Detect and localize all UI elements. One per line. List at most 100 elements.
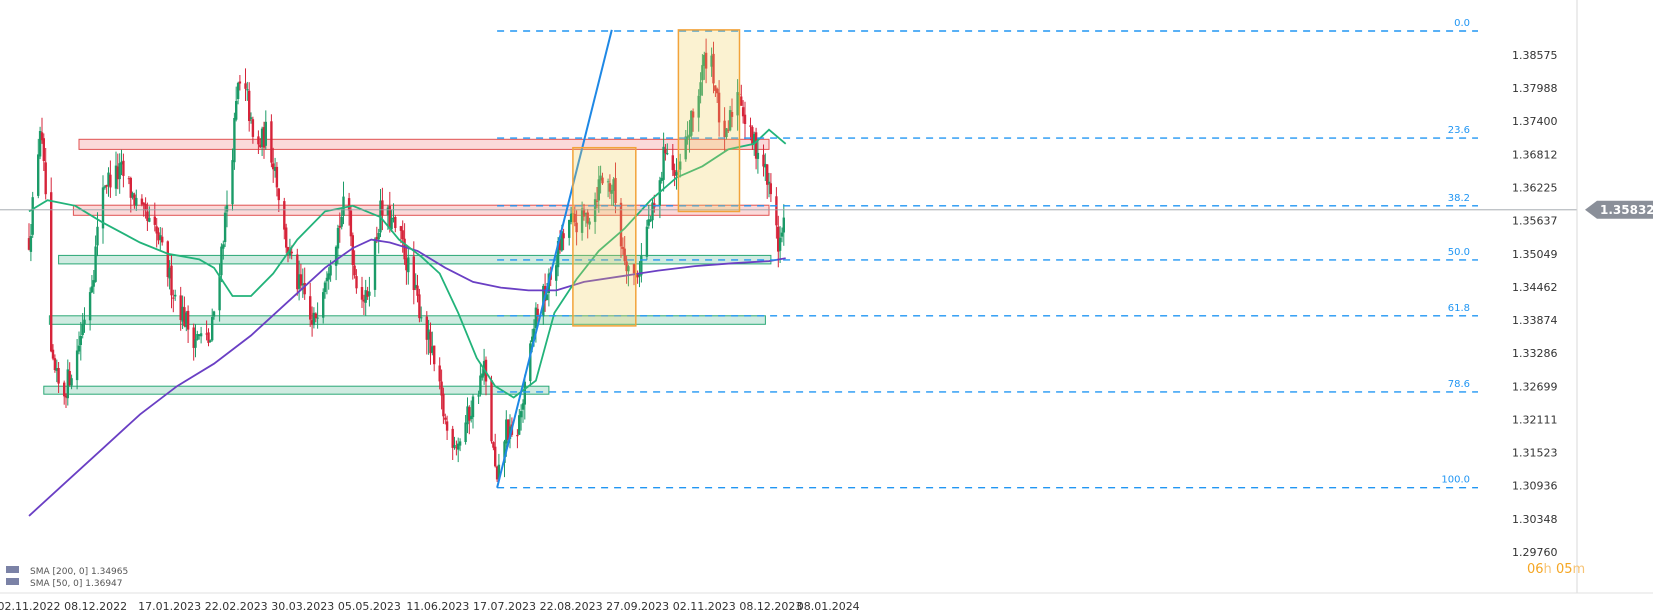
candle [325, 271, 329, 295]
y-tick-label-12: 1.31523 [1512, 447, 1558, 460]
candle [120, 149, 123, 176]
candle [118, 153, 121, 194]
candle [322, 288, 325, 324]
candle [451, 425, 454, 460]
candle [741, 100, 745, 124]
candle [364, 279, 367, 316]
candle [181, 295, 184, 329]
candle [703, 51, 706, 80]
candle [727, 120, 730, 133]
candle [688, 119, 691, 153]
candle [519, 404, 523, 431]
candle [340, 207, 343, 230]
candle [77, 331, 81, 355]
zone-support-4 [43, 385, 550, 395]
candle [664, 144, 667, 161]
highlight-box-1 [677, 29, 741, 213]
y-tick-label-9: 1.33286 [1512, 347, 1558, 360]
zone-resistance-0 [78, 138, 770, 150]
bar-countdown: 06h 05m [1527, 562, 1585, 577]
candle [679, 153, 682, 178]
candle [257, 130, 260, 154]
countdown-minutes: 05 [1556, 562, 1573, 577]
fib-label-0: 0.0 [1454, 18, 1470, 29]
candle [671, 144, 674, 177]
candle [225, 190, 229, 228]
candle [740, 84, 743, 106]
candle [764, 153, 767, 181]
candle [301, 268, 304, 298]
candle [597, 166, 600, 213]
candle [220, 243, 223, 283]
candle [455, 440, 458, 456]
candle [619, 198, 623, 258]
candle [312, 307, 316, 329]
candle [580, 201, 584, 241]
candle [186, 305, 190, 343]
y-tick-label-0: 1.38575 [1512, 49, 1558, 62]
candle [105, 184, 108, 194]
y-tick-label-14: 1.30348 [1512, 513, 1558, 526]
countdown-hours: 06 [1527, 562, 1544, 577]
current-price-tag [1585, 200, 1653, 219]
candle [51, 344, 55, 361]
candle [192, 323, 195, 361]
candle [427, 319, 430, 355]
y-tick-label-8: 1.33874 [1512, 314, 1558, 327]
candle [349, 205, 353, 246]
candle [360, 276, 364, 308]
candle [492, 441, 495, 451]
candle [286, 246, 290, 263]
candle [314, 312, 317, 323]
y-tick-label-1: 1.37988 [1512, 82, 1558, 95]
candle [235, 86, 238, 122]
candle [651, 199, 654, 229]
candle [297, 260, 301, 301]
candle [649, 215, 652, 223]
candle [710, 47, 713, 77]
candle [146, 202, 149, 231]
y-tick-label-2: 1.37400 [1512, 115, 1558, 128]
y-tick-label-3: 1.36812 [1512, 148, 1558, 161]
candle [725, 128, 728, 140]
candle [440, 369, 443, 410]
candle [194, 324, 197, 358]
candle [31, 191, 34, 238]
candle [518, 409, 521, 435]
candle [730, 98, 734, 128]
candle [595, 187, 599, 209]
x-tick-label-1: 08.12.2022 [64, 600, 127, 613]
candle [233, 112, 236, 170]
candle [161, 227, 164, 246]
candle [714, 85, 717, 97]
candle [425, 311, 428, 355]
y-tick-label-10: 1.32699 [1512, 380, 1558, 393]
x-tick-label-8: 22.08.2023 [540, 600, 603, 613]
candle [614, 162, 617, 214]
candle [464, 415, 467, 445]
candle [433, 345, 436, 372]
candle [373, 237, 377, 297]
candle [457, 437, 460, 463]
candle [309, 282, 312, 327]
candle [127, 176, 131, 185]
x-tick-label-12: 08.01.2024 [797, 600, 860, 613]
sma-200-line [28, 238, 786, 517]
candle [723, 107, 726, 152]
candle [170, 254, 173, 309]
candle [716, 87, 719, 103]
candle [323, 280, 327, 299]
fib-label-1: 23.6 [1448, 125, 1470, 136]
candle [438, 357, 441, 390]
x-tick-label-3: 22.02.2023 [205, 600, 268, 613]
candle [584, 212, 587, 227]
candle [568, 219, 571, 246]
candle [248, 82, 251, 132]
candle [273, 157, 277, 178]
candle [63, 380, 66, 405]
x-tick-label-11: 08.12.2023 [739, 600, 802, 613]
candle [355, 269, 358, 294]
legend-sma50: SMA [50, 0] 1.36947 [30, 579, 123, 589]
